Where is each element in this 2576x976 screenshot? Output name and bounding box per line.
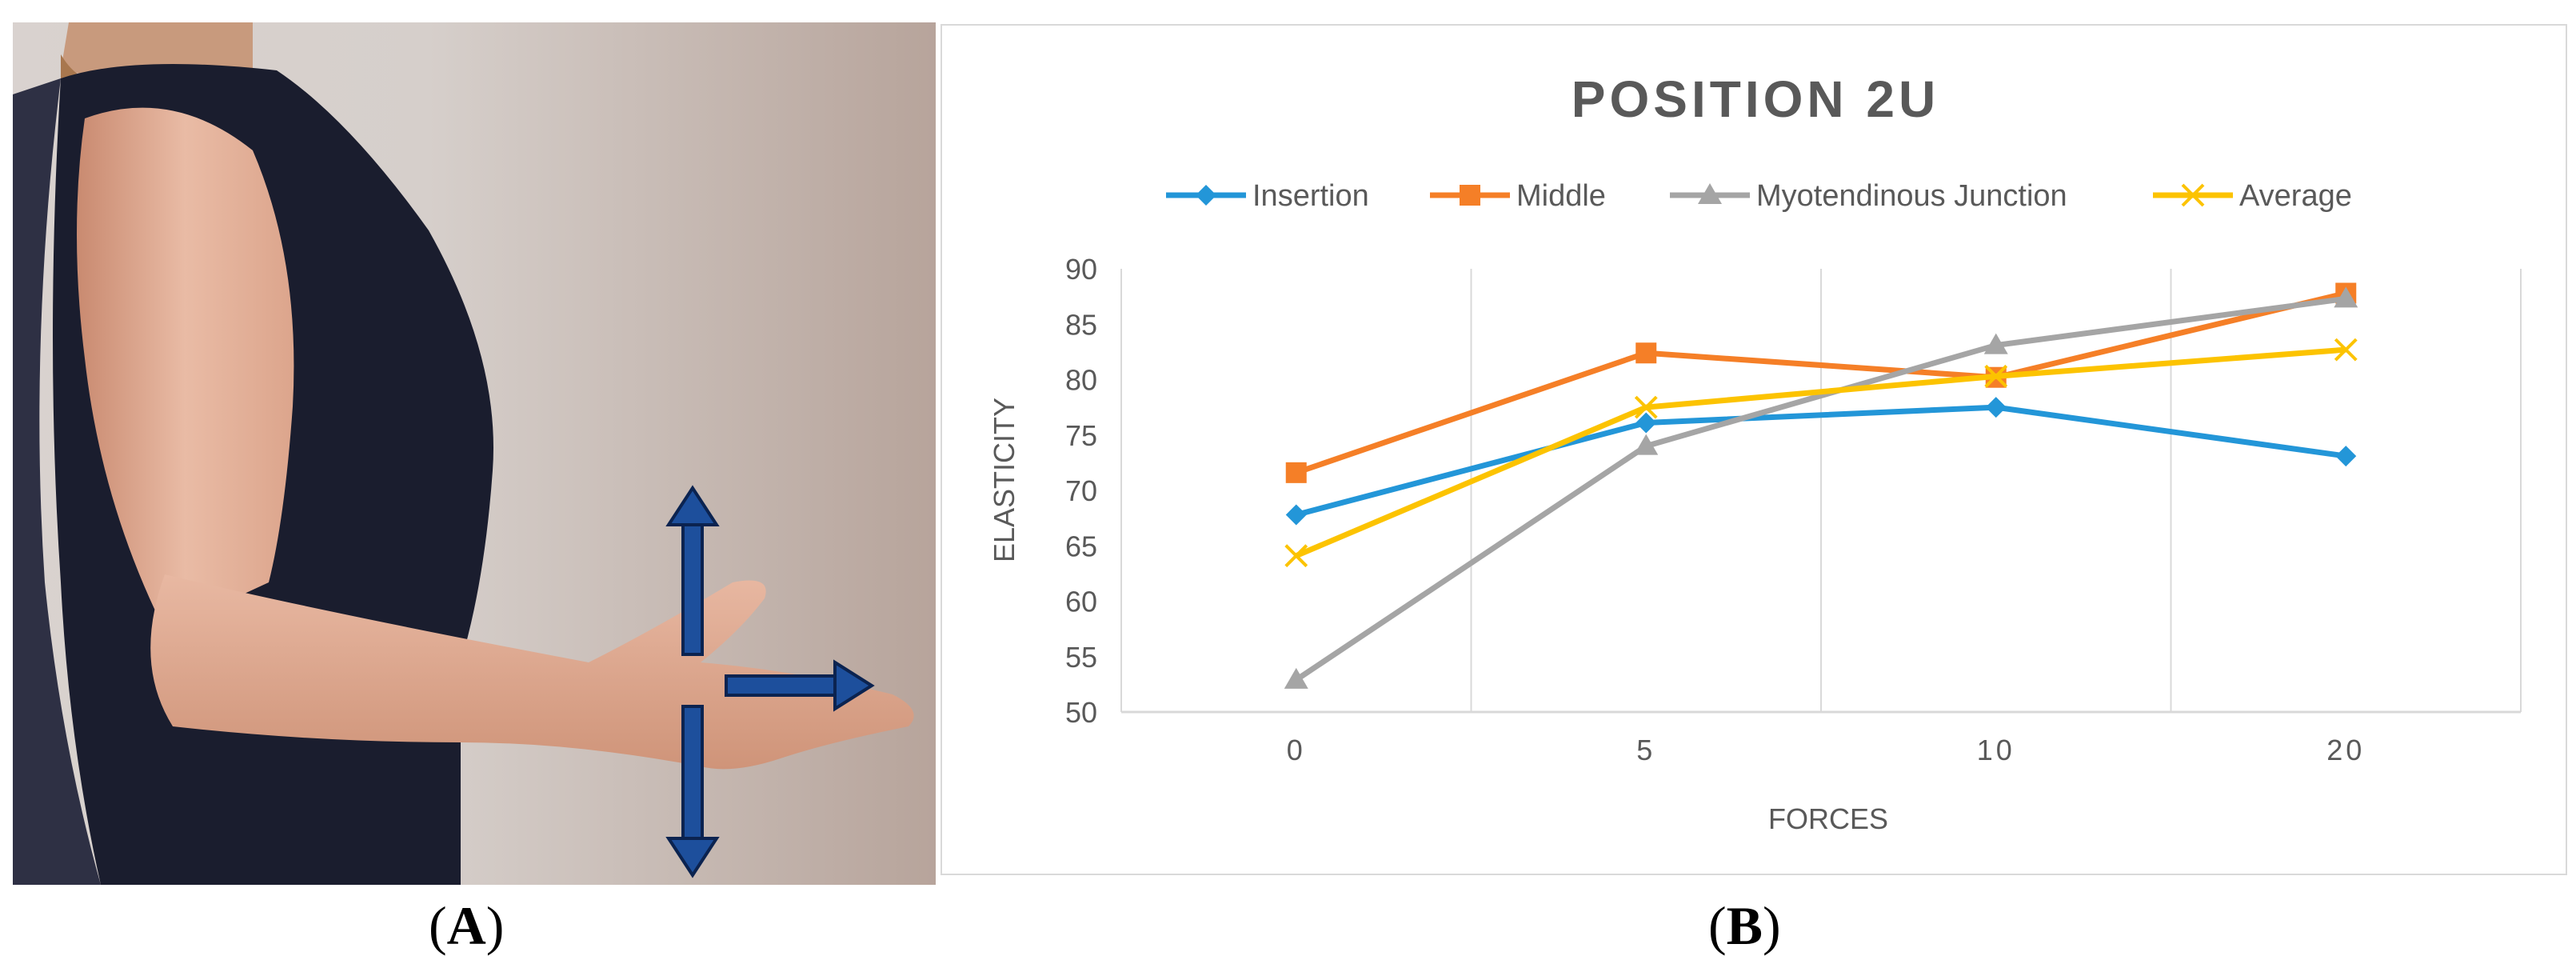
data-point <box>1983 333 2008 354</box>
data-point <box>1285 462 1307 483</box>
x-tick-label: 20 <box>2326 734 2365 766</box>
legend-marker <box>1460 185 1480 206</box>
series-line <box>1295 290 2347 476</box>
legend-marker <box>2181 183 2205 207</box>
y-tick-label: 55 <box>1065 641 1097 674</box>
y-tick-label: 80 <box>1065 364 1097 397</box>
legend-label: Average <box>2239 179 2352 213</box>
y-axis-ticks: 50 55 60 65 70 75 80 85 90 <box>1065 253 1097 729</box>
data-point <box>1634 434 1659 455</box>
series-insertion <box>1285 397 2357 526</box>
data-point <box>1285 504 1307 526</box>
series-group <box>1284 282 2358 689</box>
data-point <box>2334 286 2358 308</box>
legend: Insertion Middle Myotendinous Junction Aver… <box>1166 179 2352 213</box>
data-point <box>1985 397 2007 418</box>
data-point <box>1284 544 1308 568</box>
data-point <box>1635 412 1657 434</box>
legend-item-average: Average <box>2153 179 2352 213</box>
data-point <box>1634 395 1658 419</box>
legend-marker <box>1698 183 1722 204</box>
series-myotendinous-junction <box>1284 286 2358 689</box>
legend-item-middle: Middle <box>1430 179 1606 213</box>
data-point <box>2335 446 2357 467</box>
arm-photo <box>13 22 936 885</box>
y-tick-label: 75 <box>1065 419 1097 452</box>
legend-marker <box>1196 185 1216 206</box>
up-arrow-icon <box>665 485 720 656</box>
data-point <box>1984 364 2008 388</box>
upper-arm <box>77 107 294 631</box>
grid <box>1120 269 2522 714</box>
x-axis-label: FORCES <box>1768 802 1888 835</box>
y-tick-label: 90 <box>1065 253 1097 286</box>
y-tick-label: 60 <box>1065 586 1097 618</box>
photo-panel <box>13 22 936 885</box>
y-tick-label: 70 <box>1065 474 1097 507</box>
data-point <box>1635 342 1657 364</box>
y-tick-label: 65 <box>1065 530 1097 562</box>
chart-title: POSITION 2U <box>1572 70 1939 128</box>
legend-item-insertion: Insertion <box>1166 179 1369 213</box>
series-line <box>1294 295 2346 682</box>
x-axis-ticks: 0 5 10 20 <box>1287 734 2365 766</box>
series-average <box>1284 338 2358 568</box>
y-axis-label: ELASTICITY <box>988 398 1020 562</box>
series-line <box>1295 346 2346 558</box>
panel-label-a: (A) <box>429 895 505 956</box>
legend-label: Insertion <box>1252 179 1369 213</box>
data-point <box>2334 338 2358 362</box>
legend-item-myotendinous-junction: Myotendinous Junction <box>1670 179 2067 213</box>
x-tick-label: 5 <box>1636 734 1655 766</box>
data-point <box>1284 667 1308 689</box>
right-arrow-icon <box>725 659 875 712</box>
legend-label: Middle <box>1516 179 1606 213</box>
x-tick-label: 10 <box>1977 734 2015 766</box>
panel-label-b: (B) <box>1708 895 1781 956</box>
forearm-hand <box>150 574 914 770</box>
y-tick-label: 85 <box>1065 308 1097 341</box>
series-line <box>1295 404 2346 518</box>
x-tick-label: 0 <box>1287 734 1306 766</box>
y-tick-label: 50 <box>1065 696 1097 729</box>
chart-panel: POSITION 2U Insertion Middle Myotendinous … <box>941 24 2567 875</box>
neck <box>61 22 253 78</box>
dress-shadow <box>13 78 101 885</box>
line-chart: POSITION 2U Insertion Middle Myotendinous … <box>988 70 2522 835</box>
down-arrow-icon <box>665 705 720 878</box>
legend-label: Myotendinous Junction <box>1756 179 2067 213</box>
